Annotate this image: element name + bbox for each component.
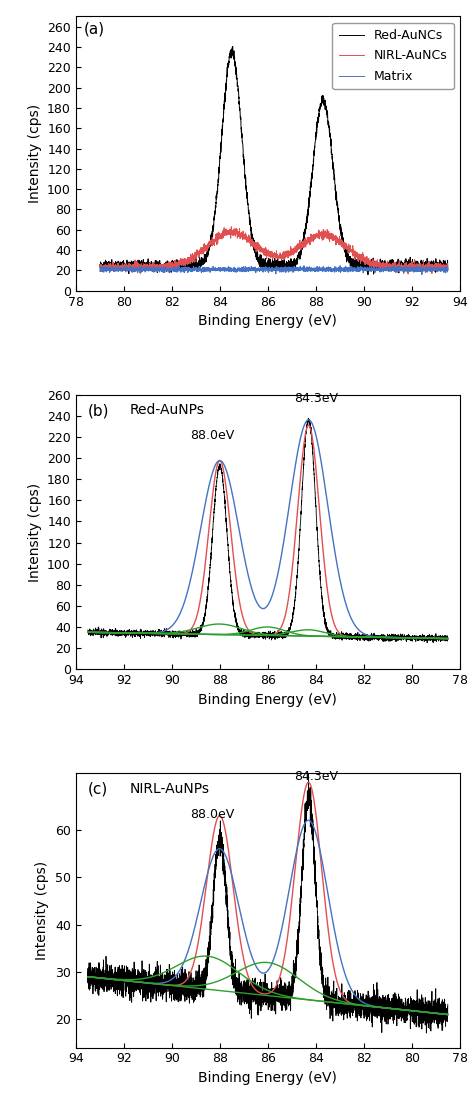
Red-AuNCs xyxy=(246,205,251,218)
Matrix xyxy=(401,263,406,276)
Red-AuNCs xyxy=(401,258,407,271)
Red-AuNCs xyxy=(137,253,142,267)
Matrix xyxy=(176,259,182,272)
Red-AuNCs xyxy=(365,268,371,281)
Red-AuNCs xyxy=(438,259,444,272)
Text: 88.0eV: 88.0eV xyxy=(191,807,235,821)
Matrix xyxy=(438,262,444,275)
Matrix xyxy=(137,261,142,274)
Matrix xyxy=(445,264,451,278)
NIRL-AuNCs xyxy=(228,220,234,234)
NIRL-AuNCs xyxy=(401,261,406,274)
Line: Matrix: Matrix xyxy=(100,265,448,274)
Text: NIRL-AuNPs: NIRL-AuNPs xyxy=(129,781,210,795)
Y-axis label: Intensity (cps): Intensity (cps) xyxy=(36,861,49,960)
NIRL-AuNCs xyxy=(157,263,163,276)
X-axis label: Binding Energy (eV): Binding Energy (eV) xyxy=(199,692,337,706)
NIRL-AuNCs xyxy=(438,261,444,274)
Matrix xyxy=(246,262,251,275)
Matrix xyxy=(97,264,103,278)
Text: (a): (a) xyxy=(83,22,105,37)
NIRL-AuNCs xyxy=(97,261,103,274)
Red-AuNCs xyxy=(97,259,103,272)
Matrix xyxy=(157,262,163,275)
Red-AuNCs xyxy=(230,39,236,53)
Text: 84.3eV: 84.3eV xyxy=(294,770,338,783)
Text: (c): (c) xyxy=(87,781,108,796)
NIRL-AuNCs xyxy=(246,233,251,246)
Text: 88.0eV: 88.0eV xyxy=(191,429,235,442)
Red-AuNCs xyxy=(445,263,451,276)
Matrix xyxy=(230,263,236,276)
X-axis label: Binding Energy (eV): Binding Energy (eV) xyxy=(199,1071,337,1085)
Y-axis label: Intensity (cps): Intensity (cps) xyxy=(27,483,42,581)
Y-axis label: Intensity (cps): Intensity (cps) xyxy=(27,104,42,203)
NIRL-AuNCs xyxy=(445,263,451,276)
Line: NIRL-AuNCs: NIRL-AuNCs xyxy=(100,227,448,274)
NIRL-AuNCs xyxy=(405,268,411,281)
NIRL-AuNCs xyxy=(137,261,142,274)
Line: Red-AuNCs: Red-AuNCs xyxy=(100,46,448,274)
Matrix xyxy=(419,268,425,281)
Red-AuNCs xyxy=(157,260,163,273)
Legend: Red-AuNCs, NIRL-AuNCs, Matrix: Red-AuNCs, NIRL-AuNCs, Matrix xyxy=(332,23,454,89)
Text: (b): (b) xyxy=(87,404,109,418)
Text: 84.3eV: 84.3eV xyxy=(294,393,338,406)
X-axis label: Binding Energy (eV): Binding Energy (eV) xyxy=(199,314,337,328)
Red-AuNCs xyxy=(230,50,236,64)
NIRL-AuNCs xyxy=(230,228,236,241)
Text: Red-AuNPs: Red-AuNPs xyxy=(129,404,204,417)
